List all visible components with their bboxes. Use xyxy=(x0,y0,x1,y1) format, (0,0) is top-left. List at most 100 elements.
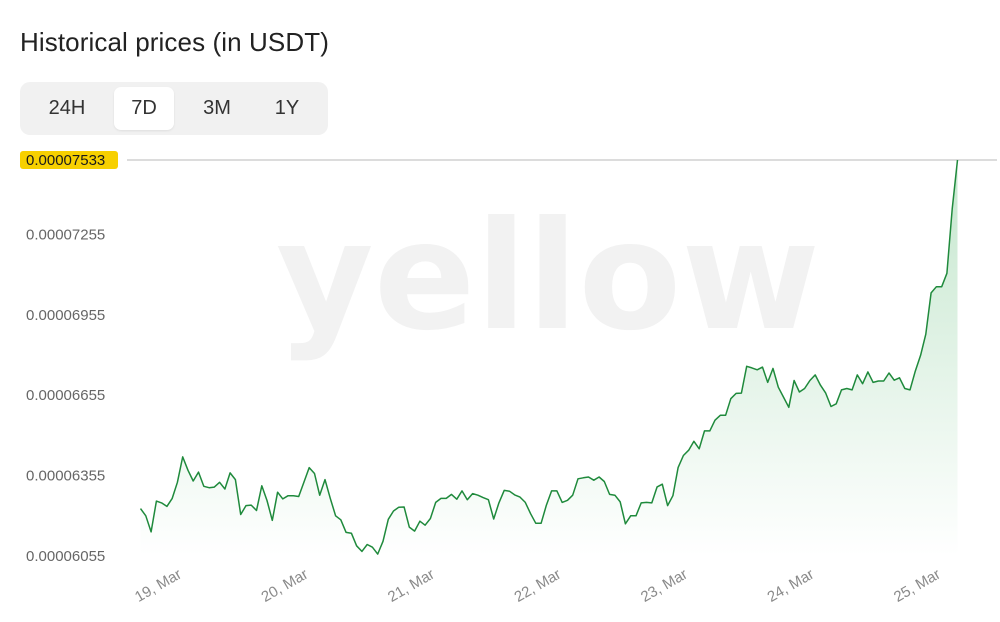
price-point xyxy=(171,497,173,499)
price-point xyxy=(630,515,632,517)
x-tick-label: 21, Mar xyxy=(385,566,438,606)
price-point xyxy=(340,519,342,521)
price-point xyxy=(809,379,811,381)
price-point xyxy=(877,380,879,382)
price-point xyxy=(793,379,795,381)
price-point xyxy=(182,456,184,458)
price-point xyxy=(735,392,737,394)
price-point xyxy=(334,515,336,517)
price-point xyxy=(666,504,668,506)
tab-7d[interactable]: 7D xyxy=(114,87,174,130)
price-point xyxy=(382,540,384,542)
tab-1y[interactable]: 1Y xyxy=(274,97,300,119)
y-tick-label: 0.00006955 xyxy=(26,307,105,324)
price-point xyxy=(619,501,621,503)
price-point xyxy=(577,478,579,480)
price-point xyxy=(218,481,220,483)
price-line xyxy=(139,159,959,555)
price-point xyxy=(308,466,310,468)
price-point xyxy=(319,494,321,496)
price-point xyxy=(282,498,284,500)
price-point xyxy=(672,495,674,497)
price-point xyxy=(366,543,368,545)
price-point xyxy=(392,510,394,512)
price-point xyxy=(951,208,953,210)
price-point xyxy=(898,377,900,379)
price-point xyxy=(919,354,921,356)
watermark-logo: yellow xyxy=(276,190,820,364)
price-point xyxy=(298,495,300,497)
price-point xyxy=(603,480,605,482)
price-point xyxy=(276,491,278,493)
price-point xyxy=(529,513,531,515)
tab-3m[interactable]: 3M xyxy=(203,97,231,119)
x-tick-label: 22, Mar xyxy=(511,566,564,606)
timeframe-tabs: 24H 7D 3M 1Y xyxy=(20,82,328,135)
price-point xyxy=(477,494,479,496)
price-point xyxy=(846,387,848,389)
y-tick-label: 0.00006655 xyxy=(26,387,105,404)
price-point xyxy=(935,286,937,288)
price-point xyxy=(714,419,716,421)
price-point xyxy=(688,449,690,451)
price-point xyxy=(371,546,373,548)
price-point xyxy=(730,398,732,400)
price-point xyxy=(377,553,379,555)
price-point xyxy=(456,498,458,500)
price-point xyxy=(861,383,863,385)
price-point xyxy=(914,370,916,372)
price-point xyxy=(635,515,637,517)
price-point xyxy=(703,430,705,432)
price-point xyxy=(751,367,753,369)
price-point xyxy=(651,502,653,504)
price-point xyxy=(724,414,726,416)
price-point xyxy=(740,392,742,394)
price-point xyxy=(155,500,157,502)
price-point xyxy=(545,504,547,506)
price-point xyxy=(471,492,473,494)
price-point xyxy=(777,386,779,388)
price-point xyxy=(324,478,326,480)
price-point xyxy=(160,502,162,504)
price-point xyxy=(445,497,447,499)
current-price-label: 0.00007533 xyxy=(26,152,105,169)
price-point xyxy=(429,517,431,519)
price-point xyxy=(419,520,421,522)
price-point xyxy=(139,507,141,509)
price-point xyxy=(493,518,495,520)
price-point xyxy=(450,493,452,495)
price-point xyxy=(176,481,178,483)
tab-24h[interactable]: 24H xyxy=(48,97,86,119)
price-point xyxy=(756,369,758,371)
price-point xyxy=(566,499,568,501)
price-point xyxy=(587,476,589,478)
price-point xyxy=(387,518,389,520)
price-point xyxy=(888,372,890,374)
price-point xyxy=(893,379,895,381)
price-point xyxy=(624,523,626,525)
x-axis: 19, Mar 20, Mar 21, Mar 22, Mar 23, Mar 24, M… xyxy=(132,566,943,606)
price-point xyxy=(640,502,642,504)
price-point xyxy=(572,494,574,496)
price-point xyxy=(271,519,273,521)
price-point xyxy=(487,499,489,501)
price-point xyxy=(814,374,816,376)
y-tick-label: 0.00006055 xyxy=(26,548,105,565)
y-tick-label: 0.00006355 xyxy=(26,468,105,485)
price-point xyxy=(825,392,827,394)
price-point xyxy=(761,366,763,368)
price-point xyxy=(746,365,748,367)
price-point xyxy=(840,389,842,391)
price-point xyxy=(693,440,695,442)
current-price-badge-bg xyxy=(20,151,118,169)
current-price-badge: 0.00007533 xyxy=(20,151,118,169)
price-point xyxy=(872,381,874,383)
y-axis: 0.00007255 0.00006955 0.00006655 0.00006355… xyxy=(26,226,105,565)
price-point xyxy=(150,531,152,533)
price-point xyxy=(661,483,663,485)
price-point xyxy=(145,515,147,517)
price-point xyxy=(261,485,263,487)
price-point xyxy=(909,389,911,391)
price-point xyxy=(556,490,558,492)
